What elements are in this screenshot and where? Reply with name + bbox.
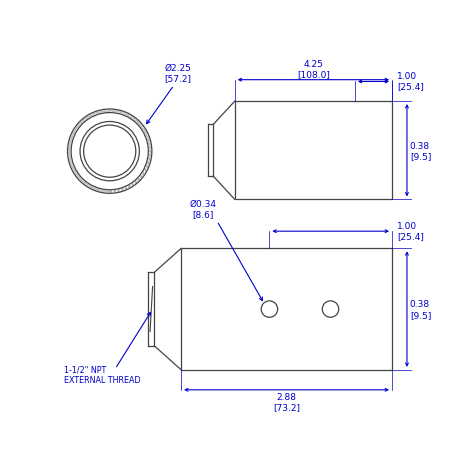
Text: 1.00
[25.4]: 1.00 [25.4] [397,72,424,91]
Text: 4.25
[108.0]: 4.25 [108.0] [297,59,330,79]
Text: Ø0.34
[8.6]: Ø0.34 [8.6] [189,199,216,219]
Text: 0.38
[9.5]: 0.38 [9.5] [410,300,431,319]
Bar [181,249,392,370]
Text: 2.88
[73.2]: 2.88 [73.2] [273,392,300,411]
Text: 0.38
[9.5]: 0.38 [9.5] [410,141,431,161]
Text: Ø2.25
[57.2]: Ø2.25 [57.2] [164,64,191,83]
Bar [235,102,392,200]
Text: 1-1/2" NPT
EXTERNAL THREAD: 1-1/2" NPT EXTERNAL THREAD [64,365,141,384]
Text: 1.00
[25.4]: 1.00 [25.4] [397,221,424,241]
